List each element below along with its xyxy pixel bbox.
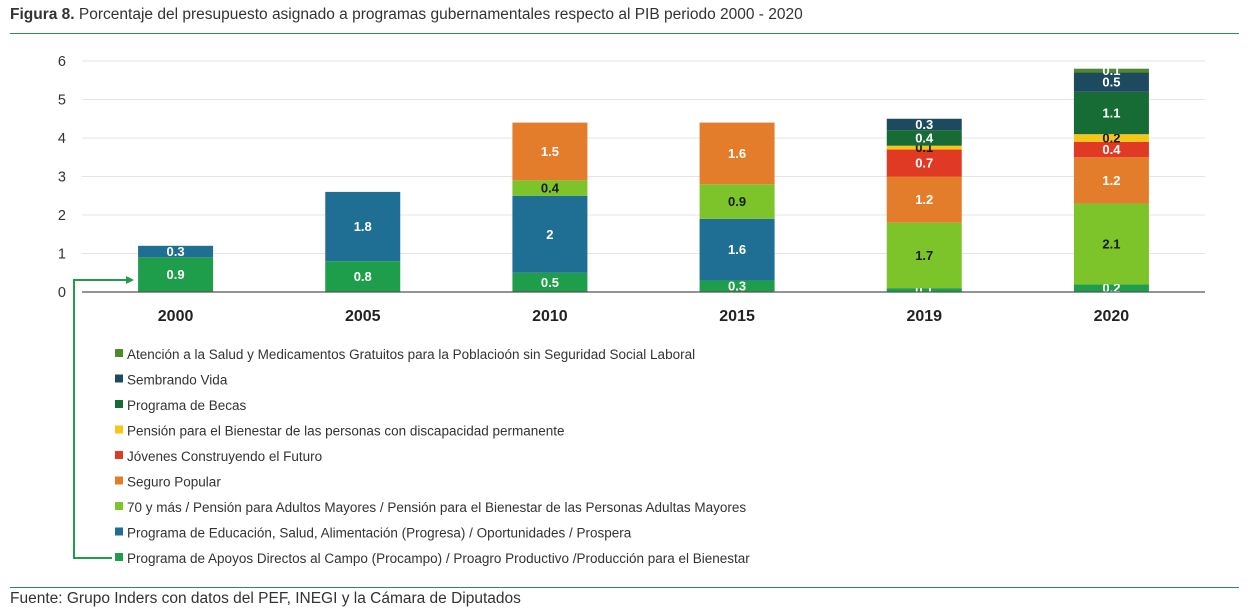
bar-segment [1073,68,1149,73]
x-tick-label: 2000 [158,308,194,325]
legend-swatch [115,425,123,434]
data-label: 1.6 [728,146,746,161]
bar-segment [325,191,401,262]
legend-label: Sembrando Vida [127,373,228,388]
data-label: 1.7 [915,248,933,263]
legend-label: Programa de Apoyos Directos al Campo (Pr… [127,551,750,566]
legend-label: Programa de Educación, Salud, Alimentaci… [127,526,632,541]
bar-segment [699,122,775,185]
legend-label: Pensión para el Bienestar de las persona… [127,424,565,439]
bar-segment [1073,72,1149,92]
legend-label: Atención a la Salud y Medicamentos Gratu… [127,347,695,362]
data-label: 2.1 [1102,236,1120,251]
bar-segment [699,218,775,281]
bar-segment [1073,157,1149,204]
bar-segment [1073,134,1149,142]
bar-segment [886,288,962,292]
bar-segment [138,257,214,292]
legend-swatch [115,527,123,536]
data-label: 0.7 [915,156,933,171]
data-label: 0.3 [915,117,933,132]
bar-segment [886,145,962,150]
data-label: 0.9 [167,267,185,282]
top-divider [10,33,1239,34]
data-label: 1.2 [1102,173,1120,188]
y-tick-label: 4 [58,131,66,147]
bar-segment [1073,284,1149,292]
legend-label: Seguro Popular [127,475,221,490]
bar-segment [886,118,962,131]
bar-segment [886,149,962,177]
data-label: 0.4 [1102,142,1121,157]
y-tick-label: 6 [58,54,66,70]
bar-segment [1073,141,1149,158]
data-label: 2 [546,227,553,242]
data-label: 0.2 [1102,131,1120,146]
data-label: 0.9 [728,194,746,209]
bar-segment [886,176,962,223]
data-label: 0.5 [541,275,559,290]
legend-swatch [115,374,123,383]
source-note: Fuente: Grupo Inders con datos del PEF, … [10,590,521,607]
bar-segment [886,222,962,289]
legend-swatch [115,451,123,459]
data-label: 1.5 [541,144,559,159]
x-tick-label: 2019 [906,308,942,325]
y-tick-label: 3 [58,170,66,186]
figure-title-text: Porcentaje del presupuesto asignado a pr… [78,6,803,23]
y-tick-label: 1 [58,247,66,263]
data-label: 0.8 [354,269,372,284]
legend-swatch [115,502,123,510]
y-tick-label: 2 [58,208,66,224]
connector-arrowhead [126,276,135,284]
bar-segment [886,130,962,146]
legend-swatch [115,349,123,357]
data-label: 1.1 [1102,105,1120,120]
figure-title: Figura 8. Porcentaje del presupuesto asi… [10,6,803,24]
bar-segment [138,245,214,258]
bar-segment [1073,203,1149,285]
data-label: 1.8 [354,219,372,234]
bottom-divider [10,587,1239,588]
bar-segment [699,184,775,219]
y-tick-label: 0 [58,285,66,301]
figure-label: Figura 8. [10,6,75,23]
legend-label: Programa de Becas [127,398,247,413]
legend-swatch [115,400,123,408]
bar-segment [1073,91,1149,135]
data-label: 0.3 [728,279,746,294]
bar-segment [699,280,775,292]
x-tick-label: 2020 [1094,308,1130,325]
legend-label: Jóvenes Construyendo el Futuro [127,449,322,464]
bar-segment [512,122,588,181]
data-label: 1.6 [728,242,746,257]
data-label: 0.4 [915,131,934,146]
bar-segment [325,261,401,292]
data-label: 0.3 [167,244,185,259]
x-tick-label: 2015 [719,308,755,325]
data-label: 1.2 [915,192,933,207]
legend-swatch [115,553,123,561]
data-label: 0.1 [1102,63,1120,78]
connector-line [73,279,129,559]
legend-swatch [115,476,123,485]
data-label: 0.4 [541,181,560,196]
legend-label: 70 y más / Pensión para Adultos Mayores … [127,500,746,515]
bar-segment [512,195,588,273]
y-tick-label: 5 [58,93,66,109]
x-tick-label: 2010 [532,308,568,325]
bar-segment [512,272,588,292]
bar-segment [512,180,588,196]
x-tick-label: 2005 [345,308,381,325]
data-label: 0.5 [1102,75,1120,90]
